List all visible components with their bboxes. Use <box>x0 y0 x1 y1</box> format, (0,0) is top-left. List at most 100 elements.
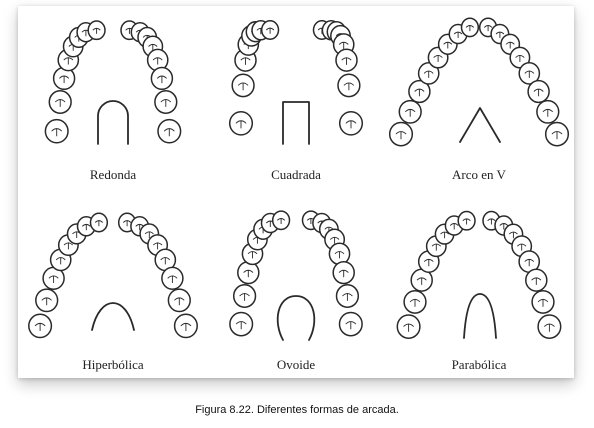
arch-form-outline <box>282 101 310 145</box>
tooth-cusp <box>152 242 163 250</box>
tooth-cusp <box>338 269 349 278</box>
tooth-cusp <box>551 131 563 140</box>
tooth-cusp <box>243 269 254 278</box>
arch-label-ovoide: Ovoide <box>276 357 316 372</box>
tooth-cusp <box>537 298 549 307</box>
tooth-cusp <box>345 321 357 330</box>
tooth-cusp <box>239 293 250 301</box>
teeth-group <box>44 20 182 144</box>
arch-label-cuadrada: Cuadrada <box>271 167 321 182</box>
tooth-cusp <box>276 217 286 224</box>
arch-drawing-hiperbolica <box>28 212 198 339</box>
tooth-cusp <box>423 258 434 267</box>
tooth-cusp <box>334 251 345 259</box>
tooth-cusp <box>144 231 154 238</box>
arch-form-outline <box>91 302 135 331</box>
tooth-cusp <box>51 128 63 137</box>
tooth-cusp <box>81 223 91 231</box>
arch-panel-redonda: Redonda <box>28 12 198 192</box>
arch-label-hiperbolica: Hiperbólica <box>82 357 144 372</box>
tooth-cusp <box>449 223 459 230</box>
tooth-cusp <box>148 43 158 51</box>
tooth-cusp <box>440 231 450 239</box>
tooth-cusp <box>404 108 416 117</box>
tooth-cusp <box>516 243 527 251</box>
arch-panel-hiperbolica: Hiperbólica <box>28 202 198 382</box>
tooth-cusp <box>453 31 463 38</box>
arch-form-outline <box>276 295 316 341</box>
tooth-cusp <box>416 277 427 285</box>
arch-drawing-ovoide <box>229 210 363 341</box>
arch-label-redonda: Redonda <box>89 167 137 182</box>
tooth-cusp <box>431 243 442 251</box>
figure-card: Redonda Cuadrada Arco en V Hiperbólica O… <box>18 6 574 378</box>
tooth-cusp <box>409 298 421 307</box>
tooth-cusp <box>41 297 52 306</box>
arch-drawing-parabolica <box>396 210 562 339</box>
tooth-cusp <box>174 297 185 306</box>
tooth-cusp <box>531 277 542 285</box>
tooth-cusp <box>462 218 471 225</box>
tooth-cusp <box>515 54 525 62</box>
tooth-cusp <box>543 323 555 332</box>
teeth-group <box>388 17 570 147</box>
teeth-group <box>229 210 363 337</box>
tooth-cusp <box>524 70 535 78</box>
tooth-cusp <box>63 242 74 250</box>
arch-panel-parabolica: Parabólica <box>394 202 564 382</box>
tooth-cusp <box>342 293 353 301</box>
arch-panel-ovoide: Ovoide <box>211 202 381 382</box>
tooth-cusp <box>423 70 434 78</box>
tooth-cusp <box>338 41 349 50</box>
arch-drawing-arco-en-v <box>388 17 570 147</box>
tooth-cusp <box>167 275 178 283</box>
arch-form-outline <box>459 107 501 143</box>
tooth-cusp <box>92 27 101 34</box>
tooth-cusp <box>542 108 554 117</box>
tooth-cusp <box>465 25 475 32</box>
tooth-cusp <box>329 236 340 244</box>
tooth-cusp <box>533 88 544 97</box>
figure-caption: Figura 8.22. Diferentes formas de arcada… <box>195 404 399 416</box>
tooth-cusp <box>433 54 443 62</box>
tooth-cusp <box>505 41 515 49</box>
tooth-cusp <box>156 75 167 84</box>
tooth-cusp <box>483 25 493 32</box>
tooth-cusp <box>240 57 251 65</box>
tooth-cusp <box>54 99 66 107</box>
tooth-cusp <box>235 321 247 330</box>
tooth-cusp <box>160 257 171 265</box>
tooth-cusp <box>524 258 535 267</box>
arch-label-arco-en-v: Arco en V <box>452 167 506 182</box>
teeth-group <box>28 212 198 339</box>
arch-panel-cuadrada: Cuadrada <box>211 12 381 192</box>
tooth-cusp <box>487 218 496 225</box>
tooth-cusp <box>163 128 175 137</box>
arch-label-parabolica: Parabólica <box>451 357 507 372</box>
tooth-cusp <box>499 223 509 230</box>
tooth-cusp <box>59 75 70 84</box>
tooth-cusp <box>122 220 132 227</box>
tooth-cusp <box>235 120 247 129</box>
tooth-cusp <box>48 275 59 283</box>
tooth-cusp <box>265 27 275 34</box>
tooth-cusp <box>508 231 518 239</box>
tooth-cusp <box>443 41 453 49</box>
tooth-cusp <box>341 57 352 65</box>
tooth-cusp <box>395 131 407 140</box>
teeth-group <box>228 20 364 136</box>
tooth-cusp <box>237 82 249 91</box>
tooth-cusp <box>495 31 505 38</box>
tooth-cusp <box>160 99 172 107</box>
teeth-group <box>396 210 562 339</box>
tooth-cusp <box>94 220 104 227</box>
arch-panel-arco-en-v: Arco en V <box>388 12 570 192</box>
tooth-cusp <box>152 57 163 65</box>
arch-form-outline <box>97 100 129 145</box>
tooth-cusp <box>345 120 357 129</box>
arch-drawing-cuadrada <box>228 20 364 145</box>
tooth-cusp <box>34 322 46 331</box>
tooth-cusp <box>63 57 74 65</box>
tooth-cusp <box>55 257 66 265</box>
tooth-cusp <box>180 322 192 331</box>
